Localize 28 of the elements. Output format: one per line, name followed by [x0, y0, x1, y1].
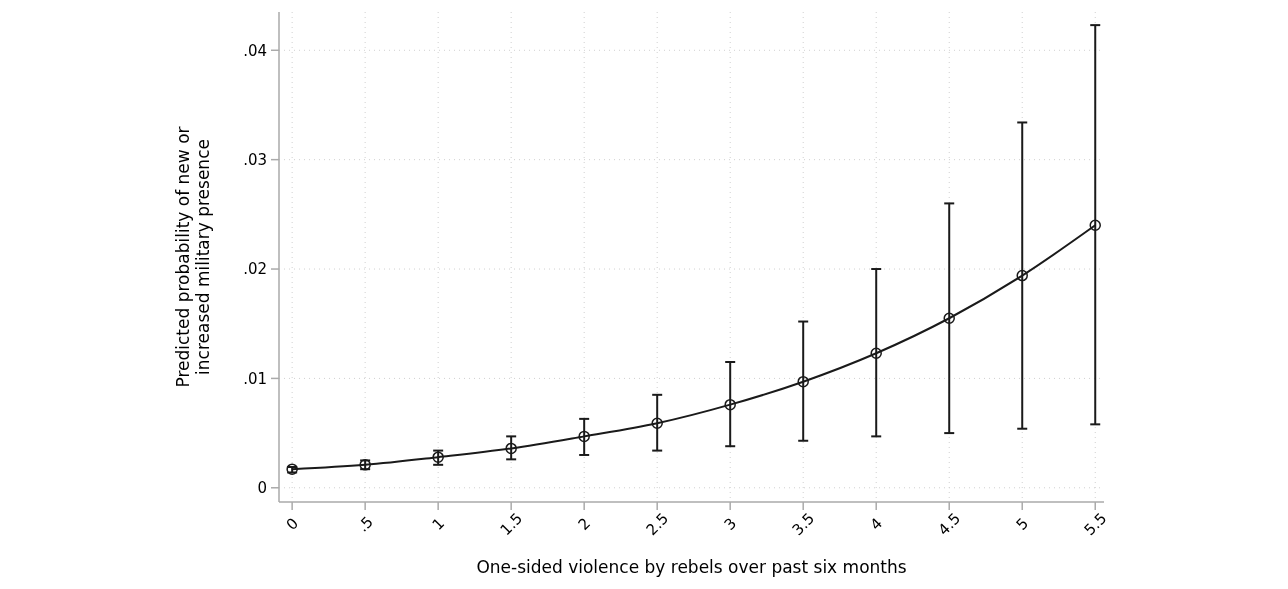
point	[870, 347, 882, 359]
x-tick-label: 5.5	[1080, 509, 1111, 539]
x-axis-title: One-sided violence by rebels over past six months	[476, 557, 907, 577]
x-tick-label: 1.5	[496, 509, 527, 539]
y-tick-label: .03	[243, 150, 267, 169]
point	[505, 442, 517, 455]
x-tick-label: 3	[720, 514, 741, 534]
y-tick-label: .04	[243, 41, 267, 60]
y-tick-label: 0	[257, 479, 267, 498]
x-tick-label: 3.5	[788, 509, 819, 539]
point	[797, 375, 809, 388]
x-tick-label: 0	[282, 514, 303, 534]
point	[578, 430, 590, 443]
x-tick-label: 2.5	[642, 509, 673, 539]
point	[651, 417, 663, 429]
x-tick-label: 4	[866, 514, 887, 534]
y-tick-label: .01	[243, 369, 267, 388]
y-tick-label: .02	[243, 260, 267, 279]
point	[1089, 219, 1101, 232]
point	[1016, 269, 1028, 282]
x-tick-label: 5	[1012, 514, 1033, 534]
x-tick-label: 4.5	[934, 509, 965, 539]
x-tick-label: 1	[428, 514, 449, 534]
y-axis-title: Predicted probability of new or increased military presence	[172, 126, 214, 388]
x-tick-label: .5	[353, 512, 377, 536]
x-tick-label: 2	[574, 514, 595, 534]
point	[943, 312, 955, 324]
point	[724, 398, 736, 411]
